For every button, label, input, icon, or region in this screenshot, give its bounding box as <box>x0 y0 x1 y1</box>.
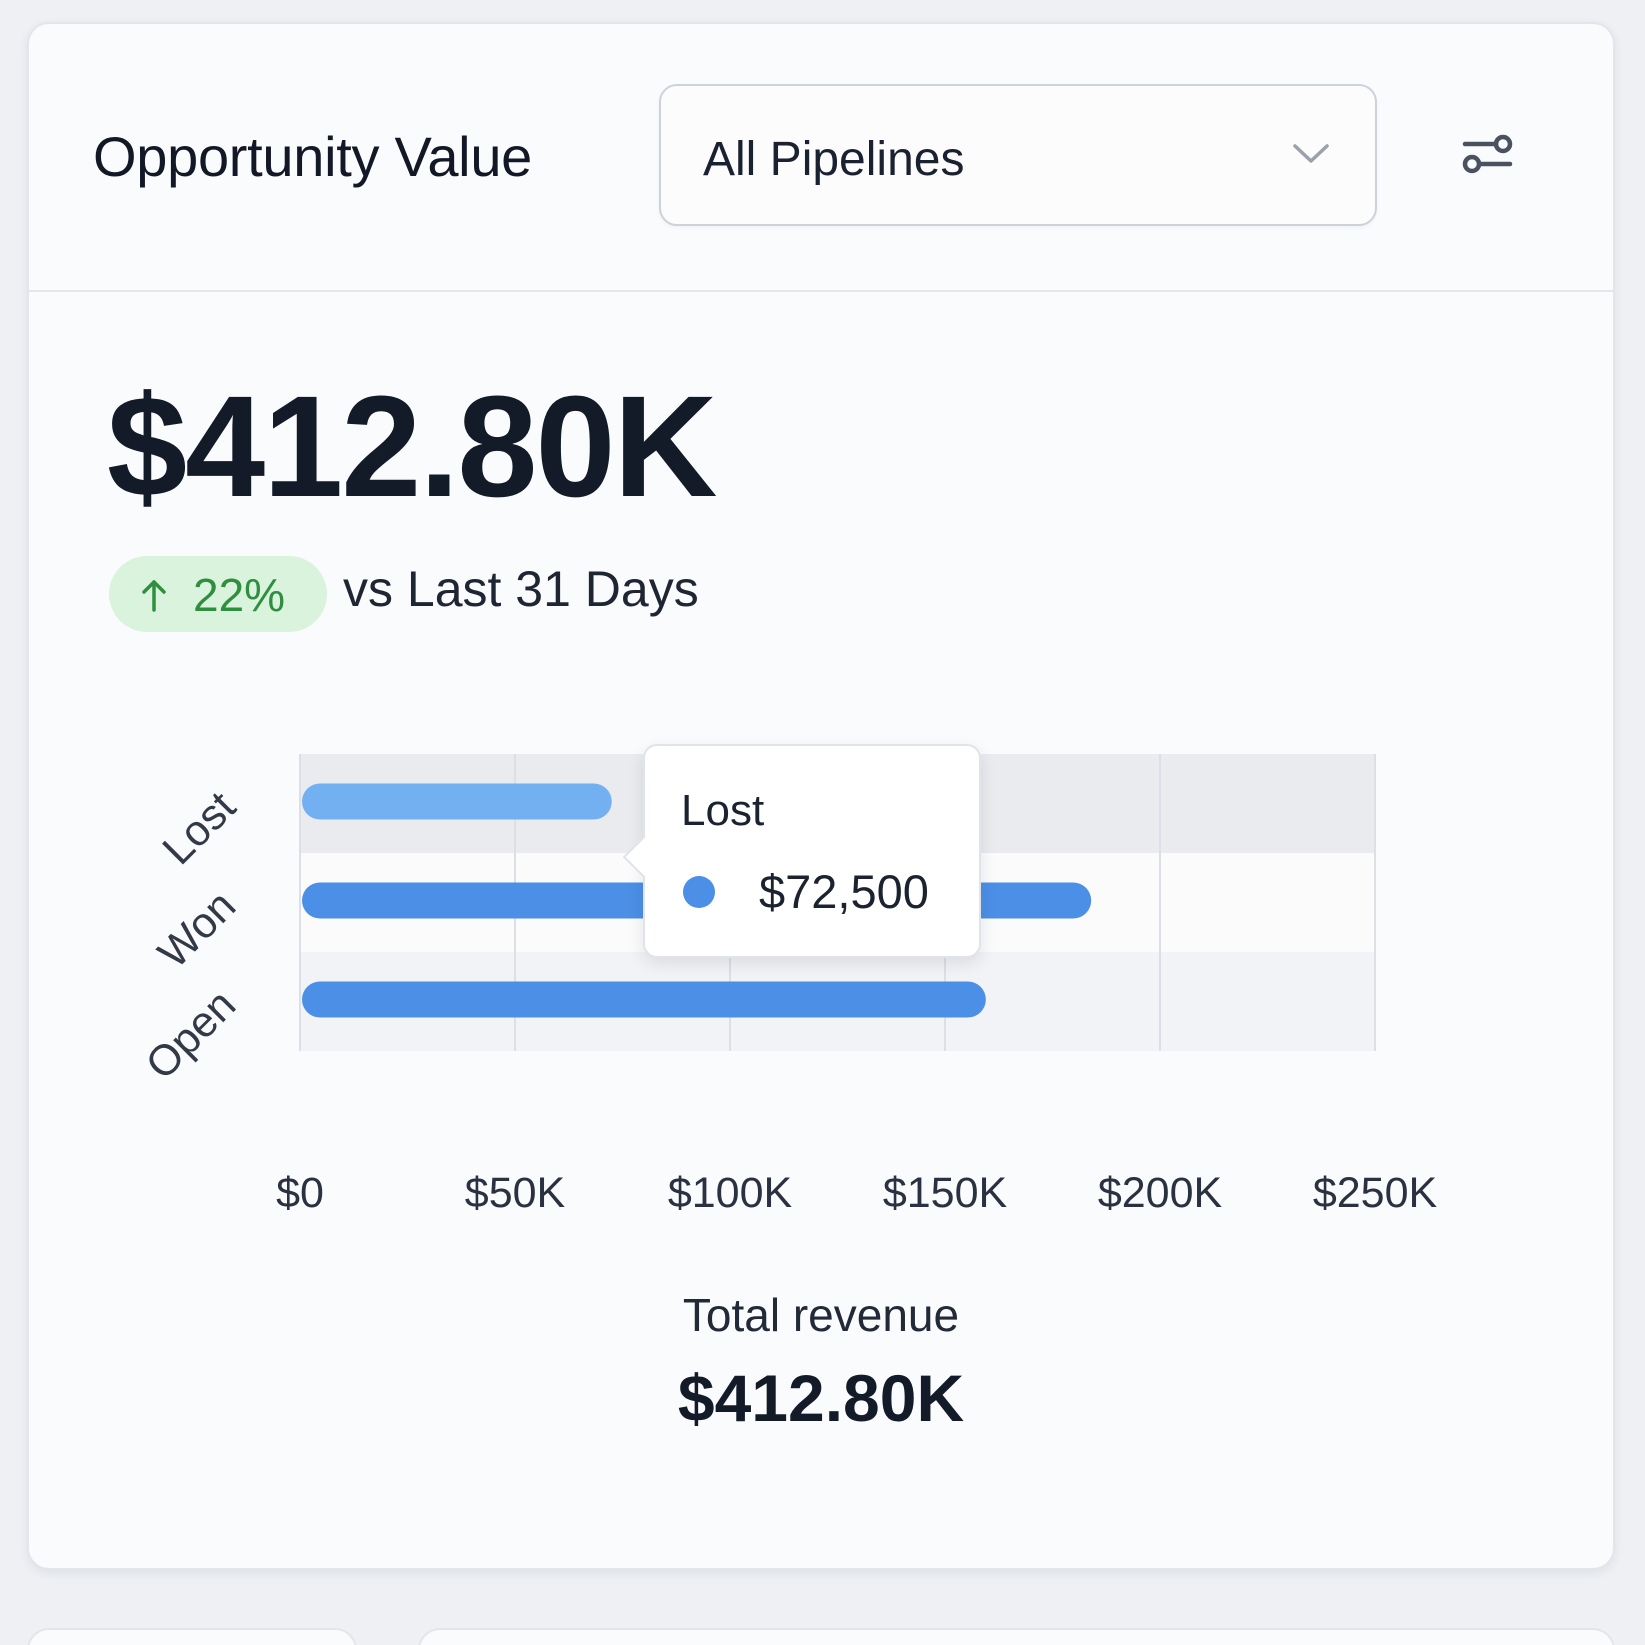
x-tick-label-1: $50K <box>465 1169 566 1217</box>
total-revenue-label: Total revenue <box>682 1289 960 1341</box>
sliders-icon[interactable] <box>1457 124 1517 184</box>
tooltip-series-dot <box>683 876 715 908</box>
card-title: Opportunity Value <box>93 125 533 188</box>
x-tick-label-2: $100K <box>668 1169 793 1217</box>
total-opportunity-value: $412.80K <box>107 366 718 527</box>
x-tick-label-3: $150K <box>883 1169 1008 1217</box>
change-percent: 22% <box>193 569 286 621</box>
chart-tooltip: Lost $72,500 <box>622 744 981 958</box>
bar-open <box>302 981 986 1018</box>
x-tick-label-5: $250K <box>1313 1169 1438 1217</box>
tooltip-title: Lost <box>681 786 765 835</box>
x-tick-label-4: $200K <box>1098 1169 1223 1217</box>
card-header: Opportunity Value All Pipelines <box>29 24 1613 292</box>
next-card-left <box>27 1628 357 1645</box>
category-label-lost: Lost <box>154 783 245 874</box>
pipeline-select[interactable]: All Pipelines <box>659 84 1377 226</box>
change-badge: 22% <box>109 556 327 632</box>
bar-lost <box>302 783 612 820</box>
category-label-open: Open <box>137 981 245 1089</box>
opportunity-value-card: Opportunity Value All Pipelines $412.80K… <box>27 22 1615 1570</box>
tooltip-value: $72,500 <box>759 865 929 918</box>
total-revenue-value: $412.80K <box>677 1361 965 1435</box>
pipeline-select-value: All Pipelines <box>703 133 965 186</box>
next-card-right <box>418 1628 1615 1645</box>
arrow-up-icon <box>142 580 166 612</box>
chevron-down-icon <box>1293 144 1329 163</box>
x-tick-label-0: $0 <box>276 1169 324 1217</box>
comparison-text: vs Last 31 Days <box>343 561 699 617</box>
category-label-won: Won <box>149 882 245 978</box>
